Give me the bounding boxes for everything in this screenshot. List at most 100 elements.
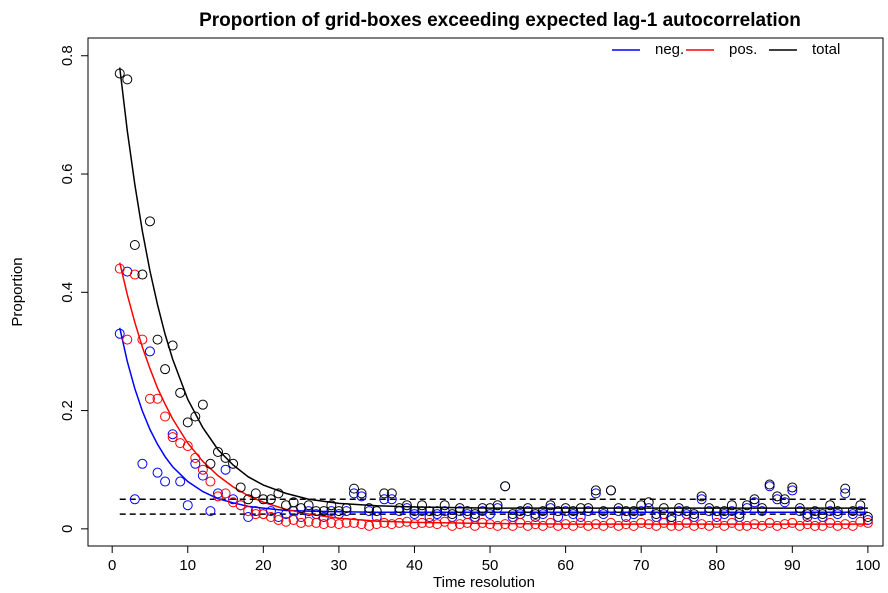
data-point (757, 506, 768, 517)
data-point (205, 506, 216, 517)
x-axis-title: Time resolution (433, 574, 535, 591)
data-point (190, 458, 201, 469)
data-point (409, 519, 420, 530)
data-point (447, 509, 458, 520)
fit-line (118, 67, 868, 509)
data-point (250, 488, 261, 499)
data-point (250, 509, 261, 520)
legend-label: neg. (655, 41, 684, 58)
data-point (349, 517, 360, 528)
data-point (643, 497, 654, 508)
data-point (152, 467, 163, 478)
data-point (704, 506, 715, 517)
data-point (379, 517, 390, 528)
data-point (326, 517, 337, 528)
data-point (787, 482, 798, 493)
data-point (628, 506, 639, 517)
data-point (197, 470, 208, 481)
data-point (311, 506, 322, 517)
x-tick-label: 100 (855, 557, 880, 574)
data-point (439, 516, 450, 527)
data-point (122, 334, 133, 345)
data-point (144, 346, 155, 357)
data-point (386, 488, 397, 499)
data-point (862, 512, 873, 523)
data-point (749, 494, 760, 505)
fit-line (119, 327, 868, 514)
data-point (122, 74, 133, 85)
data-point (137, 458, 148, 469)
data-point (182, 500, 193, 511)
data-point (439, 500, 450, 511)
data-point (197, 464, 208, 475)
data-point (605, 485, 616, 496)
x-tick-label: 30 (331, 557, 348, 574)
x-tick-label: 60 (557, 557, 574, 574)
data-point (197, 399, 208, 410)
data-point (809, 520, 820, 531)
data-point (741, 500, 752, 511)
data-point (545, 500, 556, 511)
data-point (651, 509, 662, 520)
data-point (847, 506, 858, 517)
y-tick-label: 0.8 (59, 45, 76, 66)
legend-label: total (812, 41, 840, 58)
data-point (228, 494, 239, 505)
data-point (303, 500, 314, 511)
data-point (485, 509, 496, 520)
data-point (129, 494, 140, 505)
data-point (779, 497, 790, 508)
data-point (371, 506, 382, 517)
data-point (719, 506, 730, 517)
data-point (711, 506, 722, 517)
data-point (160, 476, 171, 487)
data-point (220, 464, 231, 475)
data-point (734, 509, 745, 520)
data-point (469, 509, 480, 520)
data-point (190, 452, 201, 463)
x-tick-label: 90 (784, 557, 801, 574)
data-point (764, 479, 775, 490)
data-point (847, 520, 858, 531)
data-point (787, 485, 798, 496)
data-point (129, 269, 140, 280)
fit-line (119, 262, 868, 525)
data-point (356, 488, 367, 499)
data-point (364, 506, 375, 517)
x-tick-label: 40 (406, 557, 423, 574)
data-point (349, 483, 360, 494)
data-point (160, 411, 171, 422)
data-point (152, 334, 163, 345)
data-point (235, 482, 246, 493)
x-tick-label: 20 (255, 557, 272, 574)
data-point (167, 432, 178, 443)
data-point (288, 497, 299, 508)
data-point (258, 494, 269, 505)
data-point (666, 512, 677, 523)
x-tick-label: 50 (482, 557, 499, 574)
data-point (167, 429, 178, 440)
data-point (726, 500, 737, 511)
data-point (205, 458, 216, 469)
data-point (182, 441, 193, 452)
data-point (832, 520, 843, 531)
data-point (371, 519, 382, 530)
data-point (379, 488, 390, 499)
x-tick-label: 80 (708, 557, 725, 574)
data-point (273, 514, 284, 525)
data-point (621, 506, 632, 517)
data-point (326, 500, 337, 511)
y-tick-label: 0 (59, 525, 76, 533)
data-point (825, 500, 836, 511)
data-point (356, 491, 367, 502)
data-point (205, 476, 216, 487)
data-point (273, 488, 284, 499)
data-point (689, 509, 700, 520)
y-tick-label: 0.4 (59, 282, 76, 303)
data-point (182, 417, 193, 428)
data-point (129, 239, 140, 250)
x-tick-label: 0 (108, 557, 116, 574)
y-axis-title: Proportion (9, 257, 26, 326)
data-point (220, 488, 231, 499)
